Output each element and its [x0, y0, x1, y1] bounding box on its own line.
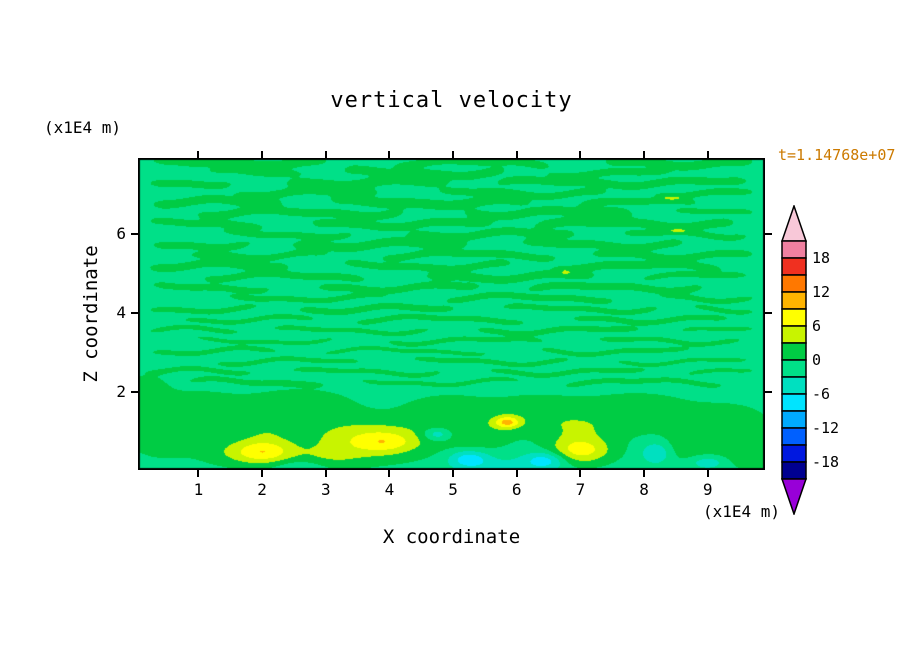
- colorbar-tick-label: 18: [812, 249, 831, 267]
- x-axis-tick: [197, 151, 200, 158]
- colorbar-band: [781, 393, 807, 412]
- colorbar-band: [781, 444, 807, 463]
- x-axis-tick: [515, 151, 518, 158]
- x-axis-tick-label: 4: [384, 480, 395, 499]
- colorbar: [780, 205, 808, 515]
- x-axis-tick: [579, 151, 582, 158]
- x-axis-unit-label: (x1E4 m): [702, 502, 780, 521]
- x-axis-tick: [706, 470, 709, 477]
- z-axis-tick: [131, 232, 138, 235]
- x-axis-tick-label: 5: [448, 480, 458, 499]
- colorbar-band: [781, 410, 807, 429]
- colorbar-tick-label: 6: [812, 317, 822, 335]
- colorbar-band: [781, 274, 807, 293]
- x-axis-title: X coordinate: [382, 526, 521, 548]
- x-axis-tick: [324, 470, 327, 477]
- x-axis-tick: [261, 151, 264, 158]
- colorbar-tick-label: 0: [812, 351, 822, 369]
- time-annotation: t=1.14768e+07: [778, 146, 896, 164]
- colorbar-tick-label: -12: [812, 419, 840, 437]
- colorbar-band: [781, 291, 807, 310]
- z-axis-tick-label: 2: [116, 382, 126, 402]
- colorbar-band: [781, 325, 807, 344]
- z-axis-tick-label: 4: [116, 303, 126, 322]
- colorbar-band: [781, 359, 807, 378]
- x-axis-tick-label: 2: [257, 480, 267, 499]
- x-axis-tick: [324, 151, 327, 158]
- x-axis-tick: [452, 151, 455, 158]
- z-axis-tick: [131, 391, 138, 394]
- colorbar-over-arrow: [780, 205, 808, 242]
- z-axis-tick: [765, 232, 772, 235]
- colorbar-band: [781, 461, 807, 480]
- colorbar-tick-label: -18: [812, 453, 840, 471]
- x-axis-tick: [452, 470, 455, 477]
- z-axis-unit-label: (x1E4 m): [44, 118, 122, 137]
- x-axis-tick: [261, 470, 264, 477]
- x-axis-tick: [643, 470, 646, 477]
- x-axis-tick-label: 1: [193, 480, 204, 499]
- page-title: vertical velocity: [330, 88, 573, 113]
- colorbar-tick-label: -6: [812, 385, 831, 403]
- x-axis-tick: [515, 470, 518, 477]
- x-axis-tick: [643, 151, 646, 158]
- contour-plot-canvas: [138, 158, 765, 470]
- x-axis-tick-label: 8: [639, 480, 649, 499]
- colorbar-under-arrow: [780, 478, 808, 515]
- x-axis-tick-label: 7: [575, 480, 586, 499]
- z-axis-tick-label: 6: [116, 223, 126, 243]
- x-axis-tick: [579, 470, 582, 477]
- colorbar-tick-label: 12: [812, 283, 831, 301]
- x-axis-tick-label: 9: [702, 480, 713, 499]
- x-axis-tick: [197, 470, 200, 477]
- colorbar-band: [781, 257, 807, 276]
- x-axis-tick: [388, 151, 391, 158]
- z-axis-tick: [765, 391, 772, 394]
- colorbar-band: [781, 342, 807, 361]
- x-axis-tick-label: 6: [511, 480, 522, 499]
- colorbar-band: [781, 427, 807, 446]
- x-axis-tick: [388, 470, 391, 477]
- colorbar-band: [781, 240, 807, 259]
- x-axis-tick-label: 3: [320, 480, 331, 499]
- z-axis-tick: [131, 312, 138, 314]
- colorbar-band: [781, 308, 807, 327]
- x-axis-tick: [706, 151, 709, 158]
- colorbar-band: [781, 376, 807, 395]
- z-axis-tick: [765, 312, 772, 314]
